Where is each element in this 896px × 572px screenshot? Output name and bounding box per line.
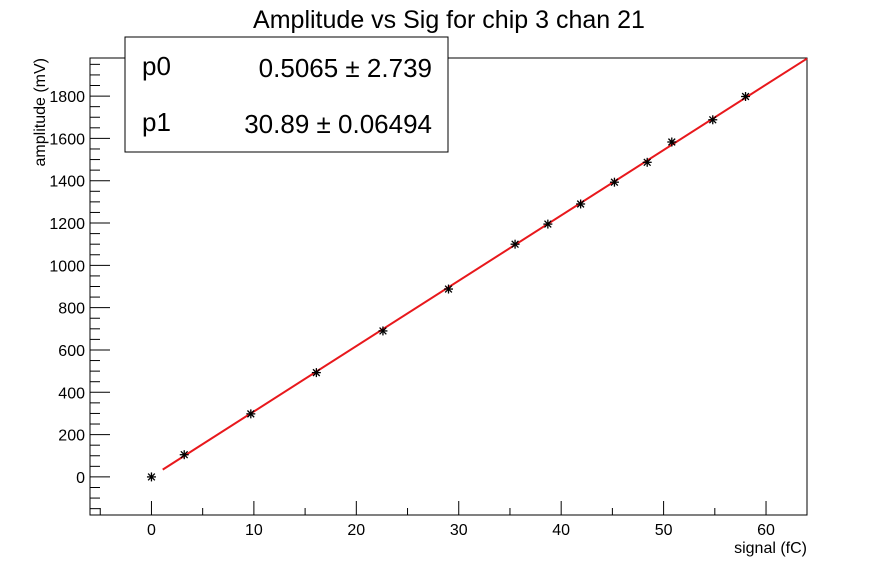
data-point: [708, 115, 718, 125]
y-tick-label: 1000: [49, 258, 85, 275]
data-point: [741, 92, 751, 102]
data-point: [378, 326, 388, 336]
y-tick-label: 400: [58, 385, 85, 402]
y-tick-label: 600: [58, 343, 85, 360]
stats-p1-name: p1: [142, 107, 171, 137]
x-tick-label: 20: [347, 522, 365, 539]
y-tick-label: 1400: [49, 174, 85, 191]
data-point: [642, 157, 652, 167]
stats-p0-error: 2.739: [367, 53, 432, 83]
data-point: [609, 177, 619, 187]
x-tick-label: 0: [147, 522, 156, 539]
stats-box: p0 0.5065 ± 2.739 p1 30.89 ± 0.06494: [124, 36, 449, 153]
y-axis-label: amplitude (mV): [32, 58, 49, 166]
y-tick-label: 800: [58, 301, 85, 318]
data-point: [444, 284, 453, 294]
fit-line: [162, 57, 808, 471]
x-axis-label: signal (fC): [734, 540, 807, 557]
stats-p0-plusminus: ±: [338, 53, 367, 83]
y-tick-label: 1200: [49, 216, 85, 233]
stats-p0-estimate: 0.5065: [259, 53, 339, 83]
data-point: [543, 219, 553, 229]
y-tick-label: 1800: [49, 89, 85, 106]
x-tick-label: 40: [552, 522, 570, 539]
fit-layer: [162, 57, 808, 471]
data-point: [146, 472, 156, 482]
data-point: [576, 199, 586, 209]
stats-p0-name: p0: [142, 51, 171, 81]
stats-p0-value: 0.5065 ± 2.739: [259, 53, 432, 83]
data-point: [510, 239, 520, 249]
stats-box-frame: [124, 36, 449, 153]
data-points: [146, 92, 751, 482]
x-tick-label: 50: [655, 522, 673, 539]
stats-p1-value: 30.89 ± 0.06494: [244, 109, 432, 139]
stats-p1-plusminus: ±: [309, 109, 338, 139]
data-point: [246, 409, 256, 419]
y-tick-label: 1600: [49, 131, 85, 148]
x-tick-label: 60: [757, 522, 775, 539]
y-tick-label: 0: [76, 470, 85, 487]
data-point: [311, 368, 321, 378]
data-point: [667, 137, 677, 147]
x-axis: 0 10 20 30 40 50 60: [99, 501, 775, 539]
x-tick-label: 30: [450, 522, 468, 539]
chart-title: Amplitude vs Sig for chip 3 chan 21: [253, 6, 645, 34]
y-axis: 0 200 400 600 800 1000 1200 1400 1600 1800: [49, 63, 110, 510]
y-tick-label: 200: [58, 428, 85, 445]
x-tick-label: 10: [245, 522, 263, 539]
data-point: [179, 450, 189, 460]
stats-p1-estimate: 30.89: [244, 109, 309, 139]
stats-p1-error: 0.06494: [338, 109, 432, 139]
